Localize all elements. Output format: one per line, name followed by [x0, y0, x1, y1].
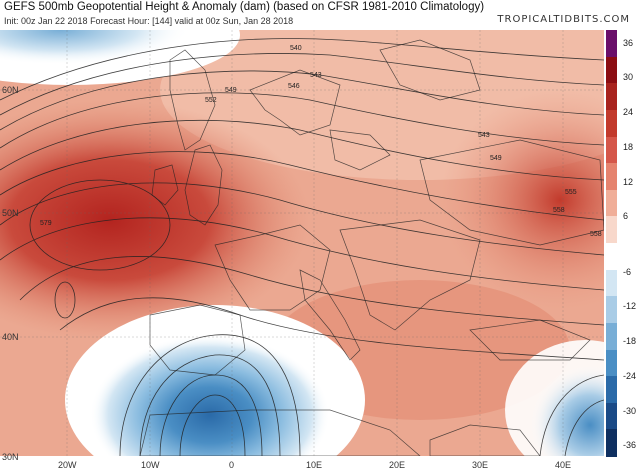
colorbar-swatch	[606, 56, 617, 84]
lon-label: 30E	[472, 460, 489, 470]
contour-label: 579	[40, 220, 52, 227]
colorbar-swatch	[606, 83, 617, 111]
colorbar-label: 6	[623, 211, 629, 221]
colorbar-label: -12	[623, 301, 637, 311]
map-subtitle: Init: 00z Jan 22 2018 Forecast Hour: [14…	[4, 16, 294, 26]
lat-label: 50N	[2, 208, 19, 218]
colorbar-label: -36	[623, 440, 637, 450]
colorbar-swatch	[606, 296, 617, 324]
bottom-axis	[0, 456, 640, 473]
colorbar-label: -30	[623, 406, 637, 416]
map-panel: 540 543 546 549 552 543 549 555 558 579 …	[0, 30, 604, 456]
colorbar-label: 30	[623, 72, 634, 82]
colorbar-swatch	[606, 216, 617, 244]
colorbar-label: 12	[623, 177, 634, 187]
colorbar-swatch	[606, 269, 617, 297]
colorbar-swatch	[606, 429, 617, 457]
lon-label: 20E	[389, 460, 406, 470]
colorbar-label: 24	[623, 107, 634, 117]
map-title: GEFS 500mb Geopotential Height & Anomaly…	[4, 1, 485, 13]
contour-label: 555	[565, 189, 577, 196]
colorbar-swatch	[606, 322, 617, 350]
colorbar-label: 18	[623, 142, 634, 152]
contour-label: 543	[310, 72, 322, 79]
contour-label: 552	[205, 97, 217, 104]
colorbar-swatch	[606, 109, 617, 137]
lon-label: 0	[229, 460, 235, 470]
colorbar: 36 30 24 18 12 6 -6 -12 -18 -24 -30 -36	[604, 30, 640, 457]
contour-label: 543	[478, 132, 490, 139]
lat-label: 60N	[2, 85, 19, 95]
colorbar-swatch	[606, 349, 617, 377]
colorbar-label: -6	[623, 267, 632, 277]
contour-label: 540	[290, 45, 302, 52]
contour-label: 546	[288, 83, 300, 90]
colorbar-label: -24	[623, 371, 637, 381]
colorbar-swatch	[606, 163, 617, 191]
colorbar-swatch	[606, 136, 617, 164]
colorbar-swatch	[606, 189, 617, 217]
colorbar-swatch	[606, 30, 617, 58]
anomaly-map: 540 543 546 549 552 543 549 555 558 579 …	[0, 30, 604, 456]
contour-label: 549	[225, 87, 237, 94]
lat-label: 40N	[2, 332, 19, 342]
colorbar-swatch	[606, 376, 617, 404]
colorbar-swatch	[606, 243, 617, 271]
contour-label: 549	[490, 155, 502, 162]
lon-label: 10E	[306, 460, 323, 470]
contour-label: 558	[590, 231, 602, 238]
lon-label: 10W	[141, 460, 160, 470]
colorbar-label: 36	[623, 38, 634, 48]
brand-watermark: TROPICALTIDBITS.COM	[497, 14, 630, 25]
lon-label: 40E	[555, 460, 572, 470]
contour-label: 558	[553, 207, 565, 214]
header: GEFS 500mb Geopotential Height & Anomaly…	[0, 0, 640, 30]
lon-label: 20W	[58, 460, 77, 470]
lat-label: 30N	[2, 452, 19, 462]
colorbar-label: -18	[623, 336, 637, 346]
colorbar-swatch	[606, 402, 617, 430]
